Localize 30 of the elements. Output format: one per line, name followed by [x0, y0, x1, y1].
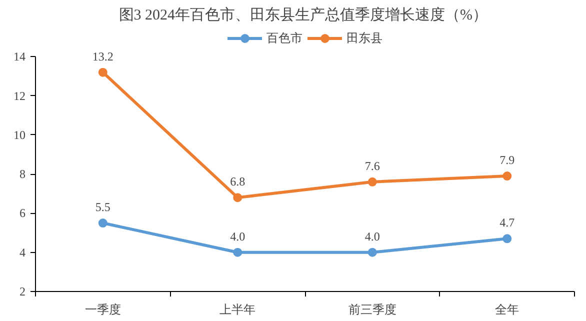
x-tick-label: 上半年: [220, 302, 256, 316]
y-tick-label: 12: [14, 88, 26, 103]
legend-label: 百色市: [266, 30, 302, 46]
y-tick-label: 14: [14, 50, 26, 64]
x-tick-label: 一季度: [84, 302, 121, 316]
data-label: 4.0: [364, 229, 380, 244]
point: [368, 177, 377, 186]
y-tick-label: 2: [20, 284, 26, 298]
y-tick-label: 8: [20, 167, 26, 182]
y-tick-label: 6: [20, 206, 26, 220]
x-tick-label: 全年: [495, 302, 520, 316]
x-tick-label: 前三季度: [348, 302, 396, 316]
point: [502, 172, 512, 181]
point: [368, 248, 377, 257]
data-label: 5.5: [95, 200, 110, 214]
data-label: 7.6: [364, 158, 380, 173]
y-tick-label: 4: [20, 245, 26, 260]
data-label: 13.2: [92, 49, 114, 64]
chart-title: 图3 2024年百色市、田东县生产总值季度增长速度（%）: [118, 6, 488, 24]
y-tick-label: 10: [14, 128, 26, 142]
legend-label: 田东县: [346, 30, 382, 46]
data-label: 4.7: [500, 216, 515, 230]
data-label: 7.9: [500, 153, 515, 168]
point: [233, 248, 242, 257]
point: [98, 218, 108, 228]
data-label: 4.0: [230, 229, 246, 244]
point: [233, 193, 242, 202]
point: [98, 68, 108, 77]
point: [502, 234, 512, 244]
data-label: 6.8: [230, 174, 246, 189]
